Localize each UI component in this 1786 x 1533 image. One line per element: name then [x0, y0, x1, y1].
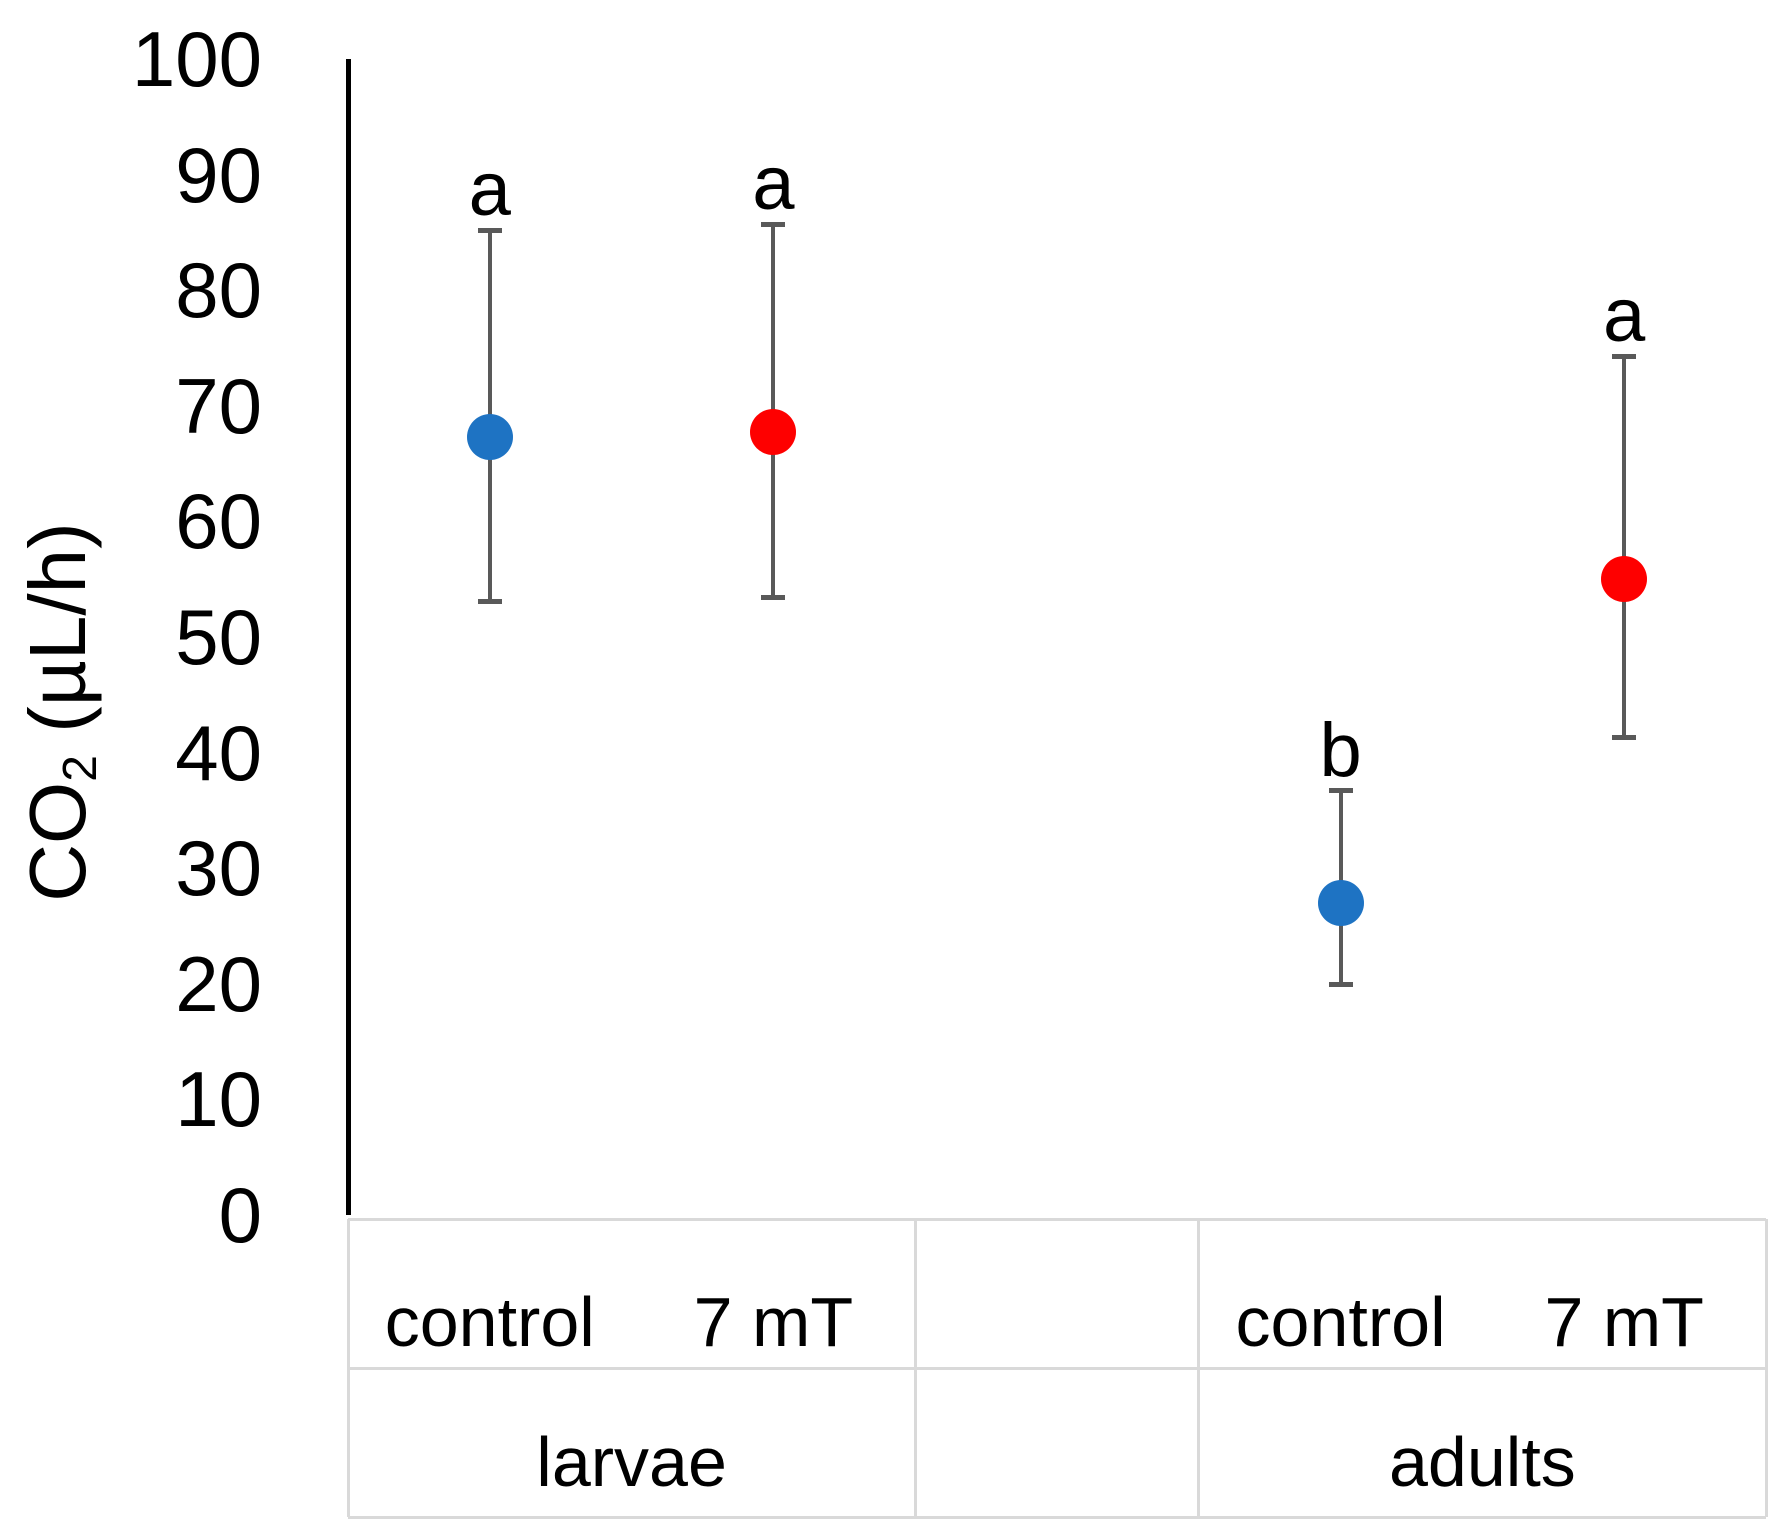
- error-bar-cap-upper-larvae-7-mt: [761, 221, 786, 227]
- data-point-larvae-control: [466, 414, 513, 460]
- table-vertical-line-2: [913, 1219, 917, 1517]
- error-bar-adults-7-mt: [1622, 356, 1627, 738]
- error-bar-cap-upper-adults-control: [1328, 788, 1353, 794]
- table-horizontal-line-0: [348, 1217, 1766, 1221]
- condition-label-larvae-control: control: [384, 1283, 595, 1361]
- group-label-larvae: larvae: [536, 1423, 727, 1501]
- significance-letter-larvae-control: a: [468, 147, 511, 233]
- error-bar-cap-lower-larvae-7-mt: [761, 595, 786, 601]
- error-bar-cap-upper-larvae-control: [477, 227, 502, 233]
- group-label-adults: adults: [1388, 1423, 1576, 1501]
- error-bar-cap-lower-adults-7-mt: [1612, 735, 1637, 741]
- error-bar-cap-lower-adults-control: [1328, 982, 1353, 988]
- data-point-larvae-7-mt: [750, 409, 797, 456]
- y-tick-label-60: 60: [175, 477, 262, 566]
- y-axis-line: [345, 59, 351, 1215]
- y-tick-label-40: 40: [175, 708, 262, 797]
- table-horizontal-line-1: [348, 1366, 1766, 1370]
- table-vertical-line-0: [346, 1219, 350, 1517]
- y-tick-label-90: 90: [175, 130, 262, 219]
- y-tick-label-80: 80: [175, 246, 262, 335]
- table-horizontal-line-2: [348, 1515, 1766, 1519]
- y-tick-label-70: 70: [175, 361, 262, 450]
- condition-label-larvae-7-mt: 7 mT: [693, 1283, 854, 1361]
- y-tick-label-10: 10: [175, 1055, 262, 1144]
- table-vertical-line-3: [1197, 1219, 1201, 1517]
- data-point-adults-7-mt: [1601, 556, 1648, 603]
- y-tick-label-20: 20: [175, 939, 262, 1028]
- significance-letter-adults-control: b: [1319, 707, 1362, 793]
- data-point-adults-control: [1317, 879, 1364, 926]
- condition-label-adults-7-mt: 7 mT: [1544, 1283, 1704, 1361]
- y-tick-label-50: 50: [175, 593, 262, 681]
- y-tick-label-30: 30: [175, 824, 262, 913]
- significance-letter-adults-7-mt: a: [1603, 273, 1646, 359]
- y-tick-label-0: 0: [218, 1171, 262, 1259]
- table-vertical-line-5: [1764, 1219, 1768, 1517]
- significance-letter-larvae-7-mt: a: [752, 141, 795, 227]
- error-bar-cap-lower-larvae-control: [477, 598, 502, 604]
- error-bar-cap-upper-adults-7-mt: [1612, 353, 1637, 359]
- condition-label-adults-control: control: [1235, 1283, 1446, 1361]
- y-tick-label-100: 100: [131, 15, 262, 103]
